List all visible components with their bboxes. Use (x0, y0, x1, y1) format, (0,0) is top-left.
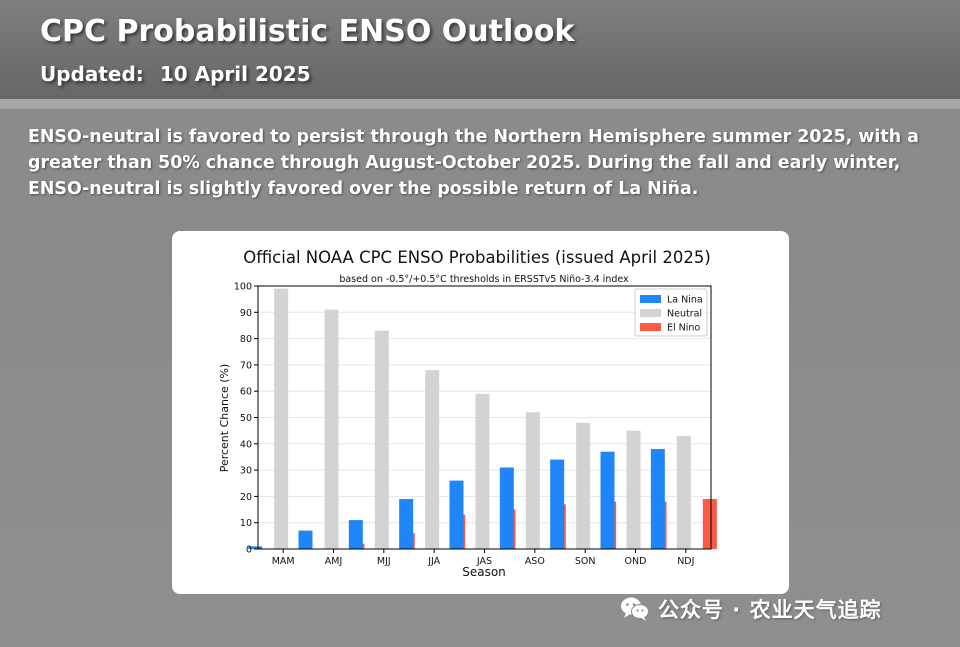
legend-label: El Nino (667, 323, 700, 334)
legend-label: La Nina (667, 295, 703, 306)
chart-title: Official NOAA CPC ENSO Probabilities (is… (243, 248, 711, 267)
y-tick-label: 10 (240, 518, 252, 529)
x-tick-label: JAS (476, 556, 492, 567)
bar-neutral (626, 430, 641, 549)
bar-la-nina (399, 499, 414, 549)
y-tick-label: 60 (240, 387, 252, 398)
bar-neutral (425, 370, 440, 549)
y-tick-label: 100 (234, 282, 252, 293)
legend-swatch (640, 295, 661, 303)
y-tick-label: 70 (240, 360, 252, 371)
enso-probability-chart: Official NOAA CPC ENSO Probabilities (is… (218, 248, 717, 579)
bar-el-nino (702, 499, 717, 549)
updated-label: Updated: (40, 62, 144, 86)
x-tick-label: ASO (525, 556, 545, 567)
bar-neutral (525, 412, 540, 549)
bar-neutral (374, 330, 389, 549)
bar-la-nina (348, 520, 363, 549)
y-tick-label: 40 (240, 439, 252, 450)
bar-neutral (576, 422, 591, 549)
legend-swatch (640, 323, 661, 331)
watermark-text: 公众号 · 农业天气追踪 (658, 598, 882, 622)
legend-swatch (640, 309, 661, 317)
y-tick-label: 90 (240, 308, 252, 319)
x-tick-label: MJJ (377, 556, 391, 567)
chart-legend: La Nina Neutral El Nino (634, 288, 708, 337)
x-tick-label: NDJ (677, 556, 694, 567)
bar-neutral (475, 393, 490, 549)
bar-neutral (324, 309, 339, 549)
x-axis-label: Season (462, 565, 506, 579)
x-tick-label: MAM (272, 556, 295, 567)
wechat-icon (621, 597, 649, 621)
header-banner (0, 0, 960, 99)
bar-la-nina (650, 449, 665, 549)
bar-neutral (274, 288, 289, 549)
y-tick-label: 50 (240, 413, 252, 424)
updated-date: 10 April 2025 (159, 62, 311, 86)
bar-la-nina (550, 459, 565, 549)
header-divider (0, 99, 960, 109)
y-tick-label: 0 (246, 545, 252, 556)
x-tick-label: SON (575, 556, 596, 567)
y-tick-label: 30 (240, 466, 252, 477)
updated-line: Updated: 10 April 2025 (40, 62, 311, 86)
chart-card: Official NOAA CPC ENSO Probabilities (is… (172, 231, 789, 594)
bar-neutral (676, 435, 691, 549)
x-tick-label: OND (625, 556, 647, 567)
bar-la-nina (499, 467, 514, 549)
outlook-summary: ENSO-neutral is favored to persist throu… (28, 127, 919, 199)
page-title: CPC Probabilistic ENSO Outlook (40, 14, 575, 49)
bar-la-nina (298, 530, 313, 549)
bar-la-nina (600, 451, 615, 549)
legend-label: Neutral (667, 309, 702, 320)
watermark: 公众号 · 农业天气追踪 (620, 594, 882, 624)
y-tick-label: 20 (240, 492, 252, 503)
plot-frame (257, 285, 712, 550)
bar-la-nina (449, 480, 464, 549)
y-tick-label: 80 (240, 334, 252, 345)
chart-subtitle: based on -0.5°/+0.5°C thresholds in ERSS… (339, 274, 629, 285)
x-tick-label: JJA (427, 556, 440, 567)
x-tick-label: AMJ (325, 556, 343, 567)
y-axis-label: Percent Chance (%) (218, 364, 231, 473)
bar-la-nina (248, 546, 263, 549)
